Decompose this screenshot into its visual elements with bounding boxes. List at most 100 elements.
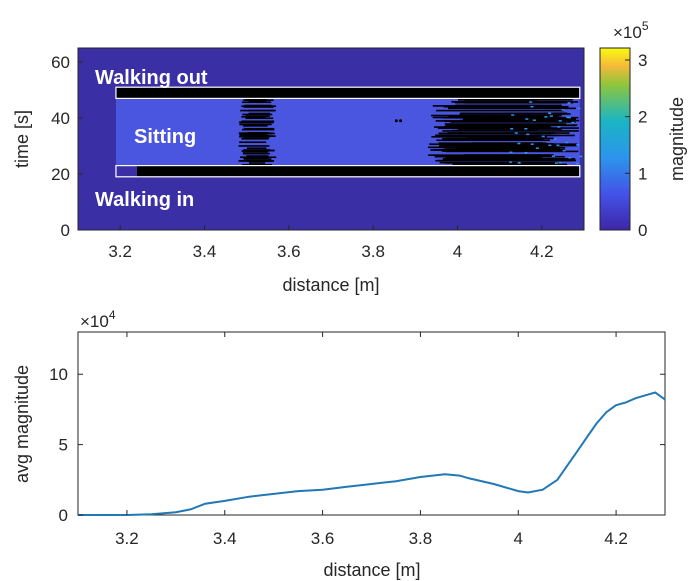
- heatmap-cell: [246, 147, 267, 150]
- heatmap-cell: [248, 157, 269, 160]
- colorbar-tick-label: 1: [638, 164, 647, 183]
- heatmap-cell: [459, 113, 571, 115]
- colorbar-multiplier-exp: 5: [642, 19, 649, 33]
- line-x-label: distance [m]: [323, 560, 420, 580]
- heatmap-cell: [510, 128, 514, 130]
- heatmap-cell: [462, 118, 576, 121]
- heatmap-cell: [245, 117, 274, 120]
- heatmap-cell: [394, 119, 398, 123]
- heatmap-y-tick-label: 20: [51, 165, 70, 184]
- heatmap-x-tick-label: 3.4: [193, 242, 217, 261]
- heatmap-cell: [439, 161, 558, 164]
- heatmap-cell: [241, 163, 273, 166]
- heatmap-cell: [448, 107, 576, 110]
- heatmap-cell: [442, 116, 579, 119]
- heatmap-cell: [442, 158, 576, 160]
- heatmap-cell: [239, 141, 267, 144]
- heatmap-cell: [444, 123, 567, 125]
- heatmap-cell: [247, 109, 275, 112]
- heatmap-cell: [444, 120, 547, 123]
- heatmap-cell: [524, 151, 528, 154]
- colorbar-gradient: [599, 47, 631, 231]
- heatmap-frame: [77, 47, 585, 231]
- heatmap-cell: [469, 127, 579, 129]
- heatmap-cell: [431, 114, 562, 117]
- heatmap-cell: [434, 155, 565, 158]
- heatmap-cell: [535, 147, 539, 149]
- heatmap-cell: [248, 112, 270, 115]
- heatmap-x-tick-label: 4: [453, 242, 462, 261]
- heatmap-cell: [243, 152, 270, 155]
- heatmap-cell: [529, 101, 533, 103]
- heatmap-cell: [511, 114, 515, 116]
- colorbar-ticks: 0 1 2 3: [625, 51, 647, 240]
- line-plot-frame: [77, 331, 666, 516]
- line-multiplier-base: ×10: [80, 312, 109, 331]
- heatmap-cell: [509, 151, 513, 154]
- heatmap-cell: [456, 144, 577, 147]
- heatmap-cell: [509, 161, 513, 163]
- heatmap-cell: [448, 132, 555, 134]
- heatmap-cell: [245, 99, 267, 101]
- heatmap-cell: [567, 102, 571, 104]
- heatmap-cell: [561, 109, 565, 111]
- heatmap-cell: [249, 134, 267, 137]
- heatmap-cell: [576, 144, 580, 146]
- heatmap-cell: [544, 116, 548, 118]
- heatmap-cell: [248, 100, 267, 103]
- heatmap-cell: [517, 162, 521, 164]
- heatmap-x-tick-label: 4.2: [530, 242, 554, 261]
- heatmap-cell: [565, 141, 569, 144]
- line-y-tick-label: 10: [49, 365, 68, 384]
- heatmap-cell: [244, 104, 272, 107]
- heatmap-cell: [239, 123, 272, 126]
- heatmap-cell: [514, 132, 518, 134]
- heatmap-y-tick-label: 0: [61, 221, 70, 240]
- heatmap-cell: [240, 156, 277, 159]
- line-x-tick-label: 3.6: [311, 529, 335, 548]
- heatmap-cell: [532, 119, 536, 121]
- line-x-tick-label: 3.2: [115, 529, 139, 548]
- heatmap-cell: [517, 142, 521, 145]
- heatmap-cell: [248, 121, 274, 123]
- heatmap-cell: [443, 125, 552, 128]
- heatmap-cell: [576, 162, 580, 165]
- annotation-sitting: Sitting: [134, 126, 196, 148]
- heatmap-cell: [399, 119, 403, 123]
- heatmap-cell: [241, 101, 272, 104]
- heatmap-cell: [558, 120, 562, 122]
- heatmap-y-tick-label: 60: [51, 53, 70, 72]
- heatmap-cell: [242, 115, 266, 118]
- heatmap-cell: [452, 129, 537, 132]
- heatmap-cell: [551, 155, 555, 157]
- heatmap-cell: [455, 101, 574, 104]
- heatmap-cell: [555, 162, 559, 164]
- heatmap-cell: [248, 132, 269, 134]
- line-y-tick-label: 0: [59, 506, 68, 525]
- heatmap-cell: [472, 142, 543, 144]
- colorbar-tick-label: 3: [638, 51, 647, 70]
- heatmap-cell: [459, 104, 541, 107]
- heatmap-cell: [549, 115, 553, 117]
- heatmap-cell: [441, 150, 563, 152]
- heatmap-cell: [556, 144, 560, 147]
- heatmap-cell: [467, 134, 575, 137]
- heatmap-cell: [579, 155, 583, 158]
- heatmap-cell: [568, 157, 572, 159]
- heatmap-cell: [566, 116, 570, 119]
- heatmap-cell: [239, 160, 275, 162]
- heatmap-y-ticks: 0 20 40 60: [51, 53, 83, 240]
- heatmap-x-tick-label: 3.6: [277, 242, 301, 261]
- heatmap-cell: [238, 145, 270, 147]
- walking-out-band: [115, 87, 580, 99]
- line-multiplier-exp: 4: [109, 308, 116, 322]
- heatmap-cell: [466, 98, 546, 101]
- heatmap-cell: [567, 116, 571, 119]
- heatmap-cell: [530, 143, 534, 145]
- heatmap-cell: [248, 162, 266, 164]
- heatmap-cell: [243, 127, 275, 130]
- line-x-tick-label: 4: [514, 529, 523, 548]
- heatmap-cell: [436, 139, 550, 142]
